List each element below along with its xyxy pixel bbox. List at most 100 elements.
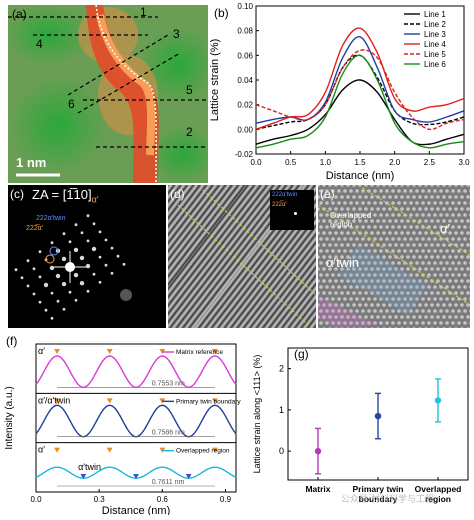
fft-spot	[68, 240, 72, 244]
atom-column	[355, 189, 359, 193]
atom-column	[376, 195, 380, 199]
inset-spot-matrix: 222̅α′	[272, 202, 287, 208]
atom-column	[421, 213, 425, 217]
atom-column	[376, 267, 380, 271]
atom-column	[451, 237, 455, 241]
atom-column	[337, 237, 341, 241]
x-tick-label: 1.0	[320, 158, 332, 167]
atom-column	[370, 255, 374, 259]
atom-column	[424, 219, 428, 223]
atom-column	[361, 225, 365, 229]
atom-column	[457, 297, 461, 301]
atom-column	[340, 303, 344, 307]
atom-column	[325, 297, 329, 301]
lattice-fringe	[168, 185, 246, 287]
atom-column	[412, 327, 416, 328]
atom-column	[445, 213, 449, 217]
atom-column	[346, 291, 350, 295]
legend-entry-3: Line 3	[424, 30, 446, 39]
atom-column	[376, 279, 380, 283]
spacing-label: 0.7553 nm	[152, 380, 185, 387]
atom-column	[318, 243, 320, 247]
atom-column	[358, 279, 362, 283]
atom-column	[457, 249, 461, 253]
atom-column	[318, 231, 320, 235]
atom-columns	[318, 185, 470, 328]
atom-column	[403, 321, 407, 325]
atom-column	[439, 201, 443, 205]
atom-column	[445, 189, 449, 193]
fft-spot	[44, 308, 48, 312]
atom-column	[415, 273, 419, 277]
atom-column	[318, 207, 320, 211]
atom-column	[424, 243, 428, 247]
atom-column	[409, 249, 413, 253]
atom-column	[367, 225, 371, 229]
atom-column	[421, 249, 425, 253]
atom-column	[361, 237, 365, 241]
atom-column	[442, 279, 446, 283]
profile-left-label: α′/α′twin	[38, 395, 70, 405]
data-point-2	[374, 412, 382, 420]
atom-column	[364, 279, 368, 283]
atom-column	[379, 201, 383, 205]
atom-column	[430, 219, 434, 223]
atom-column	[355, 225, 359, 229]
lattice-fringe	[242, 232, 316, 328]
atom-column	[451, 213, 455, 217]
lattice-fringe	[255, 249, 316, 328]
panel-c: (c) ZA = [1̅10]α′ 222α′twin 222̅α′	[8, 185, 166, 328]
atom-column	[328, 243, 332, 247]
atom-column	[439, 285, 443, 289]
peak-marker	[54, 349, 61, 354]
atom-column	[409, 237, 413, 241]
lattice-fringe	[168, 185, 252, 295]
atom-column	[318, 279, 320, 283]
lattice-fringe	[271, 270, 316, 328]
atom-column	[382, 291, 386, 295]
atom-column	[466, 195, 470, 199]
atom-column	[433, 297, 437, 301]
panel-d-label: (d)	[170, 187, 185, 201]
atom-column	[442, 231, 446, 235]
atom-column	[328, 315, 332, 319]
lattice-fringe	[223, 207, 316, 328]
atom-column	[391, 273, 395, 277]
atom-column	[457, 273, 461, 277]
peak-marker	[106, 398, 113, 404]
atom-column	[343, 189, 347, 193]
atom-column	[352, 219, 356, 223]
atom-column	[406, 267, 410, 271]
atom-column	[436, 279, 440, 283]
atom-column	[457, 213, 461, 217]
atom-column	[436, 255, 440, 259]
y-axis-label: Intensity (a.u.)	[4, 386, 15, 449]
atom-column	[391, 201, 395, 205]
atom-column	[400, 207, 404, 211]
atom-column	[379, 249, 383, 253]
atom-column	[454, 243, 458, 247]
atom-column	[340, 207, 344, 211]
fft-spot	[86, 239, 90, 243]
atom-column	[373, 321, 377, 325]
line-number-1: 1	[140, 5, 147, 19]
atom-column	[376, 207, 380, 211]
atom-column	[433, 213, 437, 217]
atom-column	[430, 231, 434, 235]
atom-column	[406, 185, 410, 187]
atom-column	[397, 285, 401, 289]
atom-column	[400, 327, 404, 328]
atom-column	[388, 279, 392, 283]
atom-column	[318, 315, 320, 319]
atom-column	[343, 273, 347, 277]
atom-column	[400, 303, 404, 307]
fft-beam-stop	[120, 289, 132, 301]
atom-column	[430, 195, 434, 199]
zone-axis-label: ZA = [1̅10]α′	[32, 187, 99, 205]
atom-column	[340, 267, 344, 271]
atom-column	[442, 243, 446, 247]
atom-column	[451, 321, 455, 325]
y-tick-label: 0.10	[237, 2, 253, 11]
atom-column	[318, 219, 320, 223]
lattice-fringe	[265, 261, 316, 328]
